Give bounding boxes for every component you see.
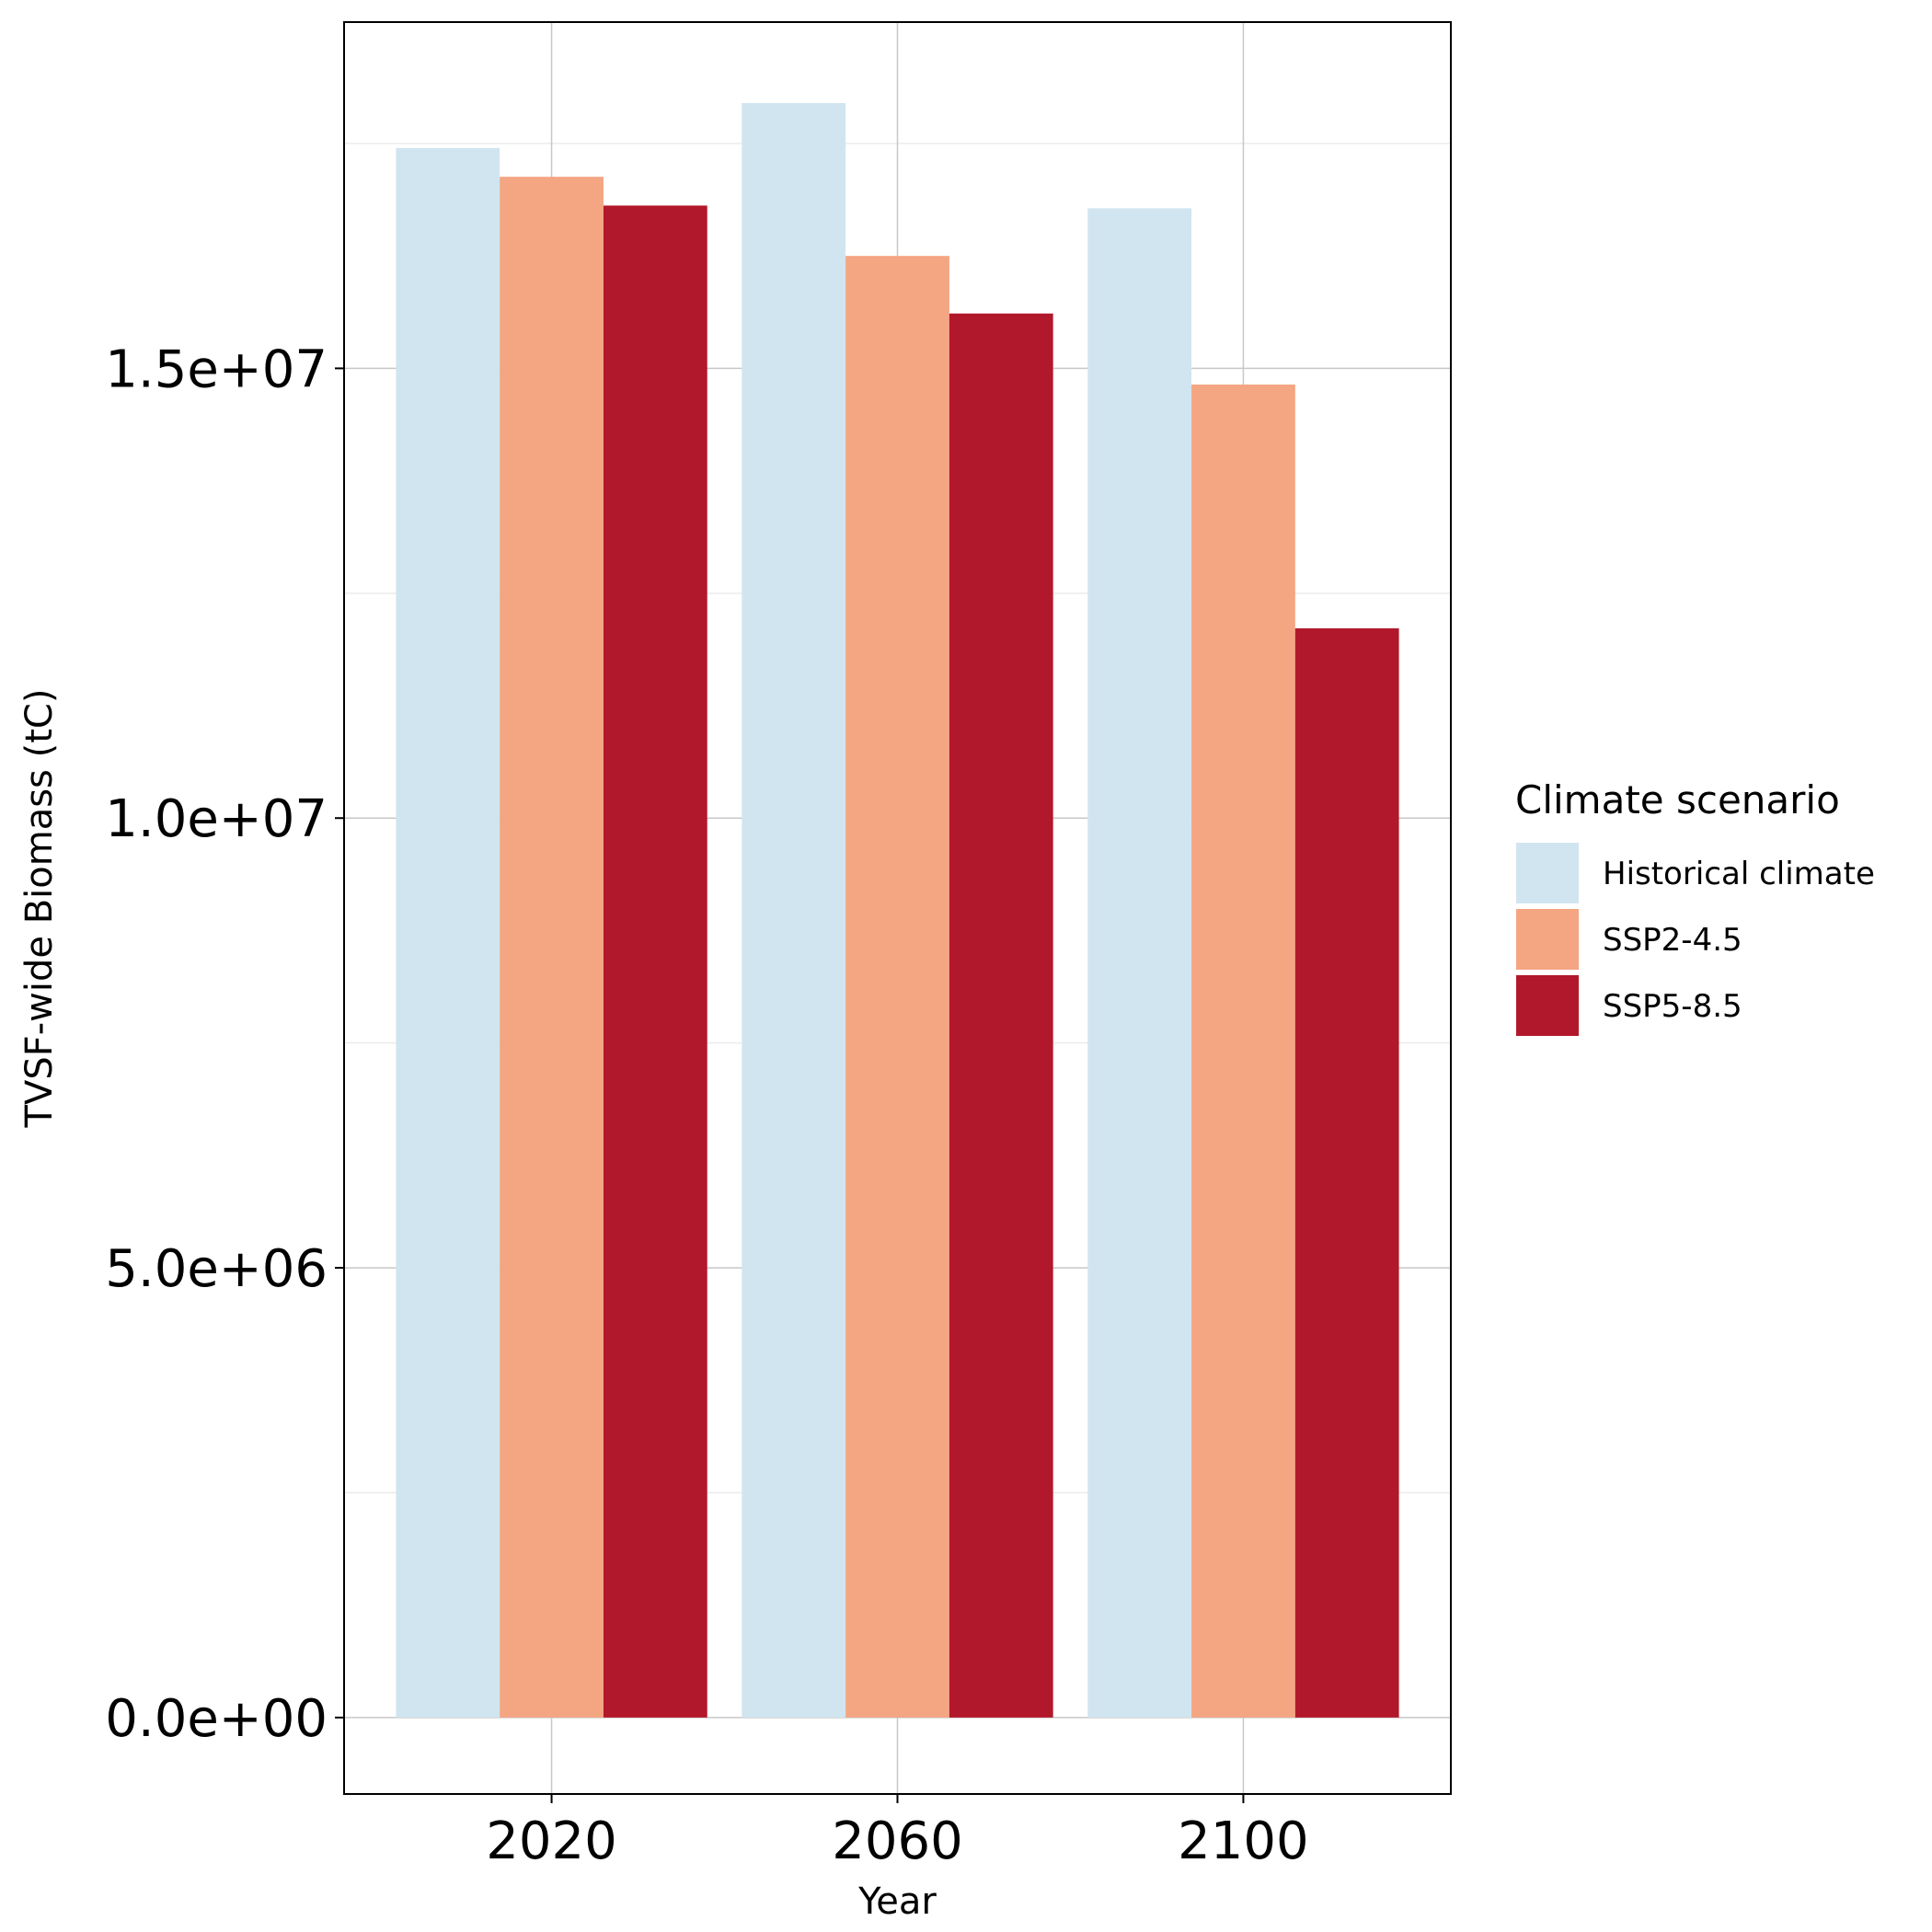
x-axis-title: Year — [857, 1880, 937, 1923]
y-axis-title: TVSF-wide Biomass (tC) — [18, 689, 61, 1129]
bar-2060-ssp5-8-5 — [949, 313, 1053, 1718]
y-tick-label: 5.0e+06 — [105, 1239, 328, 1299]
y-tick-label: 1.0e+07 — [105, 789, 328, 849]
y-tick-label: 1.5e+07 — [105, 339, 328, 399]
x-axis-ticks: 2020 2060 2100 — [486, 1794, 1309, 1871]
legend-key — [1516, 909, 1579, 970]
x-tick-label: 2060 — [832, 1811, 963, 1871]
bar-2020-ssp5-8-5 — [603, 205, 707, 1718]
legend-title: Climate scenario — [1515, 777, 1840, 822]
bar-2020-ssp2-4-5 — [500, 177, 604, 1718]
bar-2060-historical-climate — [742, 102, 846, 1718]
bar-2060-ssp2-4-5 — [845, 256, 949, 1718]
legend-label: SSP2-4.5 — [1603, 922, 1742, 959]
legend-key — [1516, 975, 1579, 1036]
bar-2100-ssp5-8-5 — [1294, 627, 1399, 1718]
bar-2100-historical-climate — [1087, 208, 1192, 1718]
y-axis-ticks: 0.0e+00 5.0e+06 1.0e+07 1.5e+07 — [105, 339, 344, 1749]
bar-2020-historical-climate — [396, 147, 500, 1718]
legend-label: Historical climate — [1603, 856, 1875, 892]
bar-2100-ssp2-4-5 — [1191, 384, 1295, 1718]
legend: Climate scenario Historical climate SSP2-… — [1515, 777, 1875, 1036]
legend-label: SSP5-8.5 — [1603, 988, 1742, 1025]
y-tick-label: 0.0e+00 — [105, 1689, 328, 1749]
bar-group — [396, 102, 1399, 1718]
legend-key — [1516, 843, 1579, 903]
x-tick-label: 2020 — [486, 1811, 617, 1871]
x-tick-label: 2100 — [1178, 1811, 1309, 1871]
